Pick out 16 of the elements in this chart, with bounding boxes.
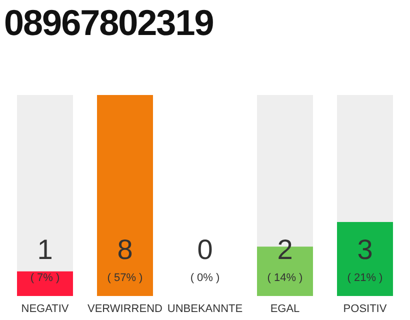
data-label: ( 7% ) [30, 271, 60, 285]
bar [17, 271, 73, 296]
data-label: ( 21% ) [347, 271, 383, 285]
x-tick-label: NEGATIV [21, 302, 70, 315]
x-tick-label: EGAL [270, 302, 300, 315]
annotation: 8 [117, 234, 133, 266]
x-tick-label: UNBEKANNTE [167, 302, 243, 315]
annotation: 1 [37, 234, 53, 266]
x-tick-label: VERWIRREND [88, 302, 163, 315]
x-tick-label: POSITIV [343, 302, 388, 315]
annotation: 3 [357, 234, 373, 266]
data-label: ( 57% ) [107, 271, 143, 285]
data-label: ( 0% ) [190, 271, 220, 285]
chart-title: 08967802319 [4, 2, 214, 44]
annotation: 0 [197, 234, 213, 266]
data-label: ( 14% ) [267, 271, 303, 285]
